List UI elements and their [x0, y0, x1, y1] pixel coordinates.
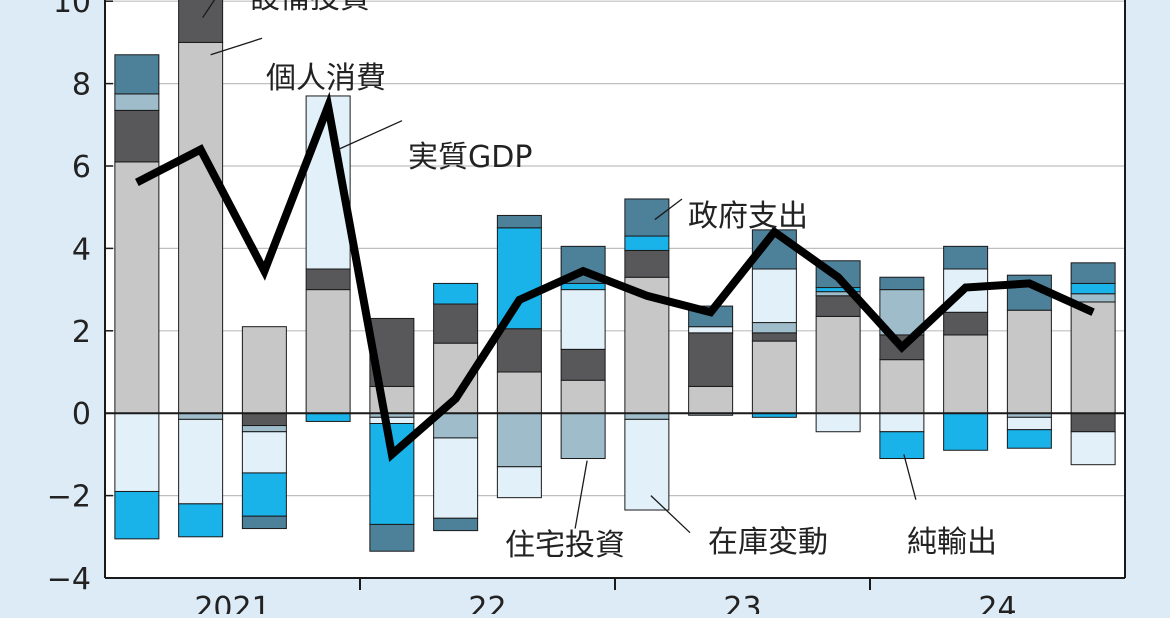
- bar-segment: [242, 426, 286, 432]
- bar-segment: [1007, 310, 1051, 413]
- bar-segment: [1007, 417, 1051, 429]
- annotation-label: 在庫変動: [708, 525, 828, 560]
- annotation-label: 設備投資: [250, 0, 370, 16]
- annotation-label: 実質GDP: [408, 140, 532, 175]
- bar-segment: [306, 290, 350, 414]
- y-tick-label: −2: [47, 480, 91, 515]
- annotation-label: 純輸出: [907, 525, 997, 560]
- bar-segment: [115, 55, 159, 94]
- annotation-label: 政府支出: [688, 199, 808, 234]
- bar-segment: [242, 432, 286, 473]
- bar-segment: [880, 360, 924, 414]
- annotation-label: 個人消費: [266, 61, 386, 96]
- bar-segment: [561, 283, 605, 289]
- bar-segment: [434, 283, 478, 304]
- annotation-label: 住宅投資: [505, 528, 625, 563]
- bar-segment: [625, 419, 669, 510]
- bar-segment: [1007, 430, 1051, 449]
- bar-segment: [115, 162, 159, 413]
- y-tick-label: −4: [47, 562, 91, 597]
- bar-segment: [370, 524, 414, 551]
- bar-segment: [115, 413, 159, 491]
- bar-segment: [115, 94, 159, 110]
- bar-segment: [242, 473, 286, 516]
- bar-segment: [306, 413, 350, 421]
- bar-segment: [944, 312, 988, 335]
- y-tick-label: 6: [72, 150, 91, 185]
- bar-segment: [944, 335, 988, 413]
- bar-segment: [689, 327, 733, 333]
- bar-segment: [944, 246, 988, 269]
- year-label: 2021: [194, 591, 270, 614]
- bar-segment: [434, 438, 478, 518]
- bar-segment: [880, 413, 924, 432]
- bar-segment: [179, 0, 223, 42]
- bar-segment: [944, 413, 988, 450]
- bar-segment: [816, 413, 860, 432]
- bar-segment: [561, 290, 605, 350]
- bar-segment: [752, 333, 796, 341]
- bar-segment: [497, 467, 541, 498]
- bar-segment: [1071, 294, 1115, 302]
- year-label: 22: [468, 591, 506, 614]
- y-tick-label: 4: [72, 232, 91, 267]
- bar-segment: [179, 504, 223, 537]
- bar-segment: [625, 250, 669, 277]
- bar-segment: [625, 236, 669, 250]
- bar-segment: [242, 327, 286, 414]
- bar-segment: [689, 333, 733, 387]
- bar-segment: [434, 304, 478, 343]
- y-tick-label: 10: [53, 0, 91, 20]
- bar-segment: [115, 491, 159, 538]
- bar-segment: [1071, 302, 1115, 413]
- bar-segment: [497, 329, 541, 372]
- bar-segment: [242, 413, 286, 425]
- bar-segment: [242, 516, 286, 528]
- bar-segment: [752, 269, 796, 323]
- bar-segment: [880, 432, 924, 459]
- y-tick-label: 2: [72, 315, 91, 350]
- bar-segment: [561, 380, 605, 413]
- bar-segment: [561, 413, 605, 458]
- bar-segment: [1071, 432, 1115, 465]
- bar-segment: [1071, 283, 1115, 293]
- bar-segment: [306, 269, 350, 290]
- year-label: 24: [978, 591, 1016, 614]
- bar-segment: [370, 417, 414, 423]
- bar-segment: [625, 199, 669, 236]
- bar-segment: [752, 323, 796, 333]
- bar-segment: [561, 349, 605, 380]
- bar-segment: [179, 42, 223, 413]
- bar-segment: [816, 316, 860, 413]
- bar-segment: [752, 341, 796, 413]
- bar-segment: [497, 228, 541, 329]
- bar-segment: [434, 518, 478, 530]
- bar-segment: [497, 372, 541, 413]
- bar-segment: [1071, 413, 1115, 432]
- bar-segment: [179, 419, 223, 503]
- bar-segment: [497, 413, 541, 467]
- bar-segment: [689, 386, 733, 413]
- year-label: 23: [723, 591, 761, 614]
- bar-segment: [1071, 263, 1115, 284]
- y-tick-label: 0: [72, 397, 91, 432]
- y-tick-label: 8: [72, 68, 91, 103]
- bar-segment: [497, 215, 541, 227]
- bar-segment: [115, 110, 159, 162]
- bar-segment: [880, 277, 924, 289]
